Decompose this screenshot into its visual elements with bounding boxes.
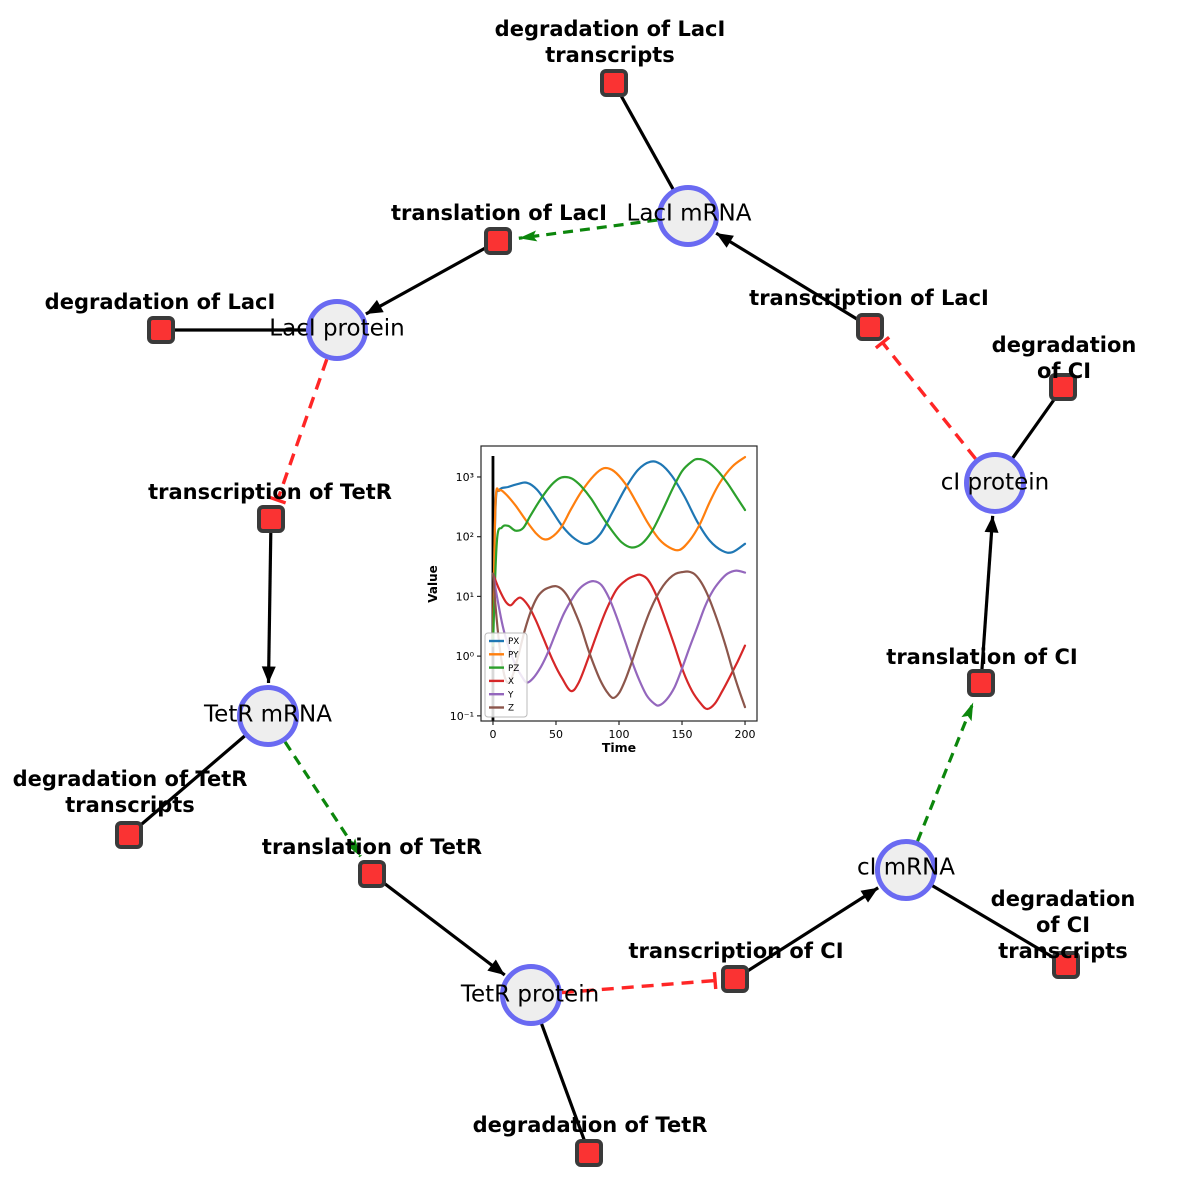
series-Z <box>491 570 747 709</box>
svg-text:10⁻¹: 10⁻¹ <box>450 710 474 723</box>
laci-prot-label: LacI protein <box>269 315 405 342</box>
chart-x-ticks: 0 50 100 150 200 <box>489 721 756 741</box>
series-Y <box>491 569 747 707</box>
simulation-inset-chart: 0 50 100 150 200 10⁻¹ 10⁰ 10¹ 10² 10³ PX PY PZ X Y Z Ti… <box>423 438 773 760</box>
reaction-node-deg-laci <box>147 316 175 344</box>
legend-label-Y: Y <box>507 690 514 700</box>
edge-plain-deg-tetr-tx-to-tetr-mrna <box>127 734 247 837</box>
edge-plain-deg-laci-tx-to-laci-mrna <box>612 82 675 191</box>
species-node-ci-prot <box>964 452 1026 514</box>
chart-ylabel: Value <box>426 565 440 603</box>
deg-ci-label: degradation of CI <box>991 332 1137 383</box>
reaction-node-deg-tetr <box>575 1139 603 1167</box>
edge-production-tx-laci-to-laci-mrna <box>715 231 871 329</box>
species-node-laci-prot <box>306 299 368 361</box>
series-PZ <box>491 457 747 647</box>
deg-tetr-tx-label: degradation of TetR transcripts <box>12 766 248 817</box>
chart-legend: PX PY PZ XYZ <box>484 632 528 718</box>
reaction-node-tl-ci <box>967 669 995 697</box>
deg-tetr-label: degradation of TetR <box>472 1112 708 1137</box>
reaction-node-tl-laci <box>484 227 512 255</box>
edge-production-tl-laci-to-laci-prot <box>365 239 499 316</box>
svg-text:10⁰: 10⁰ <box>456 650 475 663</box>
edge-plain-deg-ci-tx-to-ci-mrna <box>930 883 1067 967</box>
legend-label-PY: PY <box>508 651 519 661</box>
tl-tetr-label: translation of TetR <box>261 834 483 859</box>
svg-text:50: 50 <box>549 728 563 741</box>
legend-label-PZ: PZ <box>508 664 519 674</box>
species-node-ci-mrna <box>875 839 937 901</box>
svg-text:10³: 10³ <box>456 471 474 484</box>
species-node-laci-mrna <box>657 185 719 247</box>
edge-production-tl-tetr-to-tetr-prot <box>371 872 506 977</box>
edge-inhibition-ci-prot-to-tx-laci <box>874 335 977 460</box>
reaction-node-tx-laci <box>856 313 884 341</box>
chart-series-group <box>491 456 747 711</box>
tx-laci-label: transcription of LacI <box>749 285 989 310</box>
edge-activation-tetr-mrna-to-tl-tetr <box>283 741 362 858</box>
edge-plain-deg-tetr-to-tetr-prot <box>539 1022 591 1154</box>
svg-text:0: 0 <box>489 728 496 741</box>
chart-xlabel: Time <box>601 740 637 755</box>
deg-laci-tx-label: degradation of LacI transcripts <box>494 16 726 67</box>
deg-ci-tx-label: degradation of CI transcripts <box>990 886 1136 964</box>
edge-activation-laci-mrna-to-tl-laci <box>518 218 658 242</box>
edge-inhibition-tetr-prot-to-tx-ci <box>561 971 718 995</box>
tx-ci-label: transcription of CI <box>628 938 844 963</box>
laci-mrna-label: LacI mRNA <box>626 200 752 227</box>
species-node-tetr-mrna <box>237 685 299 747</box>
svg-text:10²: 10² <box>456 531 474 544</box>
reaction-node-tx-ci <box>721 965 749 993</box>
species-node-tetr-prot <box>500 964 562 1026</box>
tl-ci-label: translation of CI <box>886 644 1078 669</box>
tetr-mrna-label: TetR mRNA <box>204 701 332 728</box>
edge-production-tx-tetr-to-tetr-mrna <box>261 518 276 684</box>
svg-text:10¹: 10¹ <box>456 590 474 603</box>
series-PX <box>491 460 747 647</box>
svg-text:100: 100 <box>609 728 630 741</box>
tl-laci-label: translation of LacI <box>391 200 607 225</box>
legend-label-X: X <box>508 677 514 687</box>
legend-label-PX: PX <box>508 637 519 647</box>
reaction-node-tl-tetr <box>358 860 386 888</box>
series-X <box>491 572 747 711</box>
ci-mrna-label: cI mRNA <box>856 854 956 881</box>
edge-activation-ci-mrna-to-tl-ci <box>916 701 975 842</box>
edge-production-tl-ci-to-ci-prot <box>979 515 999 684</box>
edge-production-tx-ci-to-ci-mrna <box>734 886 880 981</box>
svg-text:150: 150 <box>672 728 693 741</box>
series-PY <box>491 456 747 647</box>
reaction-node-tx-tetr <box>257 505 285 533</box>
reaction-node-deg-laci-tx <box>600 69 628 97</box>
deg-laci-label: degradation of LacI <box>44 289 276 314</box>
ci-prot-label: cI protein <box>940 469 1050 496</box>
reaction-node-deg-ci-tx <box>1052 951 1080 979</box>
reaction-node-deg-tetr-tx <box>115 821 143 849</box>
chart-y-ticks: 10⁻¹ 10⁰ 10¹ 10² 10³ <box>450 471 481 723</box>
tetr-prot-label: TetR protein <box>460 981 600 1008</box>
tx-tetr-label: transcription of TetR <box>148 479 392 504</box>
edge-inhibition-laci-prot-to-tx-tetr <box>269 358 329 505</box>
svg-text:200: 200 <box>735 728 756 741</box>
reaction-node-deg-ci <box>1049 373 1077 401</box>
legend-label-Z: Z <box>508 704 514 714</box>
